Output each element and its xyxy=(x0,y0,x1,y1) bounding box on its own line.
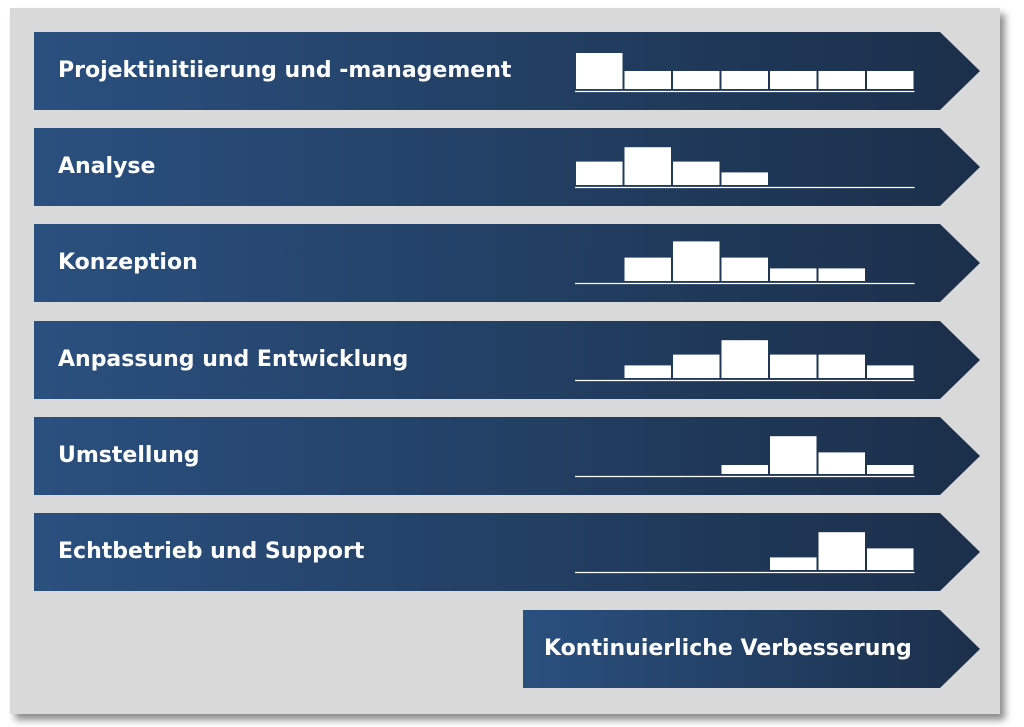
effort-bar xyxy=(818,532,865,570)
phase-label: Anpassung und Entwicklung xyxy=(58,347,409,372)
phase-arrow: Projektinitiierung und -management xyxy=(34,32,980,110)
effort-bar xyxy=(770,557,817,570)
phase-label: Analyse xyxy=(58,154,156,179)
effort-bar xyxy=(770,268,817,281)
effort-bar xyxy=(818,354,865,378)
effort-bar xyxy=(721,257,768,281)
effort-bar xyxy=(770,436,817,474)
arrow-shape xyxy=(34,321,980,399)
effort-bar xyxy=(673,241,720,281)
effort-bar xyxy=(673,71,720,89)
effort-bar xyxy=(624,71,671,89)
effort-bar xyxy=(624,147,671,185)
phase-arrow: Echtbetrieb und Support xyxy=(34,513,980,591)
phase-arrow: Umstellung xyxy=(34,417,980,495)
effort-bar xyxy=(721,172,768,185)
arrow-shape xyxy=(34,417,980,495)
effort-bar xyxy=(721,71,768,89)
arrow-shape xyxy=(523,610,980,688)
phase-label: Projektinitiierung und -management xyxy=(58,58,512,83)
arrow-shape xyxy=(34,224,980,302)
effort-bar xyxy=(721,340,768,378)
effort-bar xyxy=(576,53,623,89)
effort-bar xyxy=(770,354,817,378)
effort-bar xyxy=(721,465,768,474)
effort-bar xyxy=(867,548,914,570)
arrow-shape xyxy=(34,513,980,591)
phase-label: Echtbetrieb und Support xyxy=(58,539,365,564)
effort-bar xyxy=(770,71,817,89)
phase-label: Umstellung xyxy=(58,443,200,468)
phase-label: Kontinuierliche Verbesserung xyxy=(544,636,912,661)
effort-bar xyxy=(624,257,671,281)
arrow-shape xyxy=(34,32,980,110)
effort-bar xyxy=(867,365,914,378)
effort-bar xyxy=(867,71,914,89)
effort-bar xyxy=(818,452,865,474)
phase-arrow: Konzeption xyxy=(34,224,980,302)
phase-label: Konzeption xyxy=(58,250,198,275)
phase-arrow-continuous-improvement: Kontinuierliche Verbesserung xyxy=(523,610,980,688)
effort-bar xyxy=(818,268,865,281)
effort-bar xyxy=(576,161,623,185)
effort-bar xyxy=(673,161,720,185)
effort-bar xyxy=(867,465,914,474)
effort-bar xyxy=(624,365,671,378)
arrow-shape xyxy=(34,128,980,206)
phase-arrow: Anpassung und Entwicklung xyxy=(34,321,980,399)
phase-arrow: Analyse xyxy=(34,128,980,206)
effort-bar xyxy=(673,354,720,378)
effort-bar xyxy=(818,71,865,89)
